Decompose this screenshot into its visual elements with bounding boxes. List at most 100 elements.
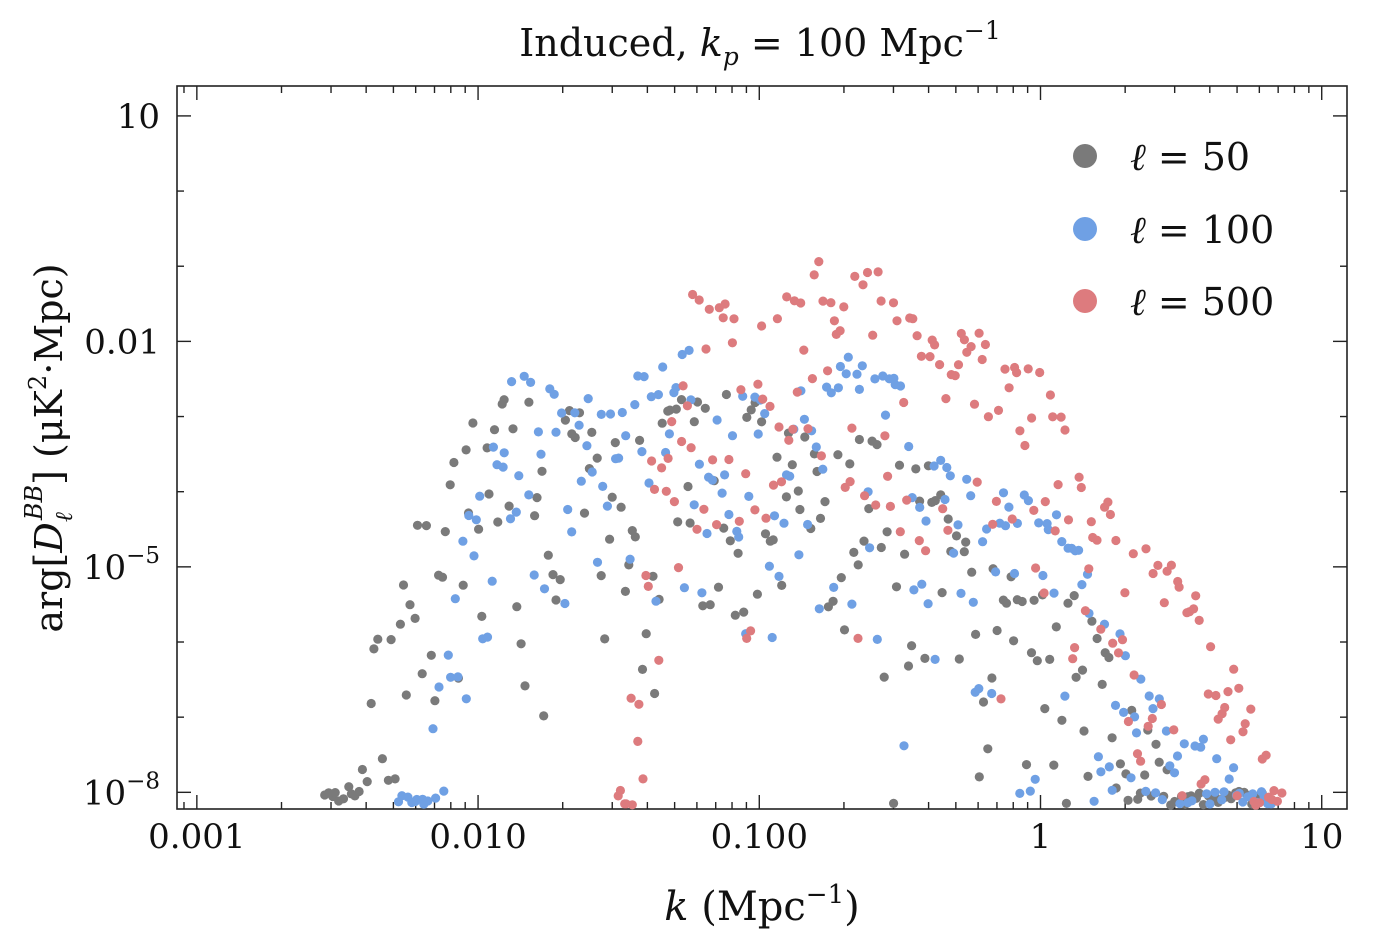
- data-point-series-2: [925, 352, 935, 362]
- data-point-series-0: [1063, 598, 1073, 608]
- data-point-series-0: [700, 403, 710, 413]
- data-point-series-2: [847, 423, 857, 433]
- data-point-series-0: [1009, 636, 1019, 646]
- data-point-series-2: [807, 374, 818, 384]
- data-point-series-0: [1140, 770, 1150, 780]
- data-point-series-2: [669, 497, 680, 507]
- data-point-series-2: [980, 339, 991, 350]
- data-point-series-2: [1060, 425, 1070, 435]
- data-point-series-1: [563, 504, 573, 515]
- data-point-series-1: [570, 408, 580, 418]
- data-point-series-2: [1000, 364, 1010, 374]
- data-point-series-0: [1021, 760, 1032, 770]
- data-point-series-1: [1172, 751, 1183, 761]
- data-point-series-1: [653, 390, 664, 400]
- data-point-series-0: [1104, 652, 1114, 663]
- data-point-series-0: [1123, 795, 1133, 805]
- y-tick-label: 10: [117, 97, 160, 137]
- data-point-series-2: [757, 321, 767, 331]
- data-point-series-2: [1177, 791, 1187, 801]
- y-axis-label-sub: ℓ: [50, 512, 78, 522]
- data-point-series-2: [885, 501, 896, 511]
- data-point-series-0: [516, 639, 526, 649]
- data-point-series-2: [1074, 472, 1084, 482]
- data-point-series-2: [1136, 756, 1146, 766]
- data-point-series-2: [966, 342, 976, 352]
- data-point-series-0: [430, 696, 440, 706]
- data-point-series-0: [1051, 622, 1061, 632]
- data-point-series-0: [793, 486, 803, 496]
- data-point-series-0: [713, 582, 724, 592]
- data-point-series-0: [596, 571, 606, 581]
- data-point-series-2: [761, 513, 771, 523]
- data-point-series-0: [900, 549, 910, 559]
- data-point-series-0: [876, 542, 886, 553]
- data-point-series-1: [1015, 788, 1025, 799]
- data-point-series-2: [1229, 664, 1239, 674]
- data-point-series-0: [620, 586, 631, 597]
- data-point-series-1: [499, 448, 509, 458]
- data-point-series-1: [1120, 651, 1130, 661]
- data-point-series-1: [592, 557, 603, 567]
- x-tick-label: 0.001: [148, 817, 245, 857]
- data-point-series-0: [815, 513, 826, 524]
- data-point-series-1: [1043, 525, 1053, 535]
- data-point-series-2: [649, 484, 660, 494]
- data-point-series-2: [943, 525, 953, 535]
- data-point-series-2: [686, 443, 696, 453]
- data-point-series-2: [724, 454, 734, 465]
- data-point-series-0: [579, 508, 590, 518]
- data-point-series-2: [1063, 515, 1074, 525]
- data-point-series-1: [450, 594, 460, 604]
- data-point-series-1: [461, 694, 471, 704]
- data-point-series-1: [637, 447, 647, 457]
- data-point-series-1: [760, 409, 770, 419]
- data-point-series-1: [1107, 785, 1117, 795]
- y-tick-label: 0.01: [84, 322, 160, 362]
- data-point-series-2: [1031, 563, 1041, 573]
- data-point-series-0: [911, 464, 921, 474]
- data-point-series-2: [661, 486, 671, 496]
- data-point-series-0: [833, 450, 843, 460]
- data-point-series-0: [610, 438, 620, 448]
- data-point-series-2: [873, 267, 883, 277]
- legend-label-l500: ℓ = 500: [1130, 280, 1274, 324]
- data-point-series-2: [883, 471, 893, 481]
- data-point-series-0: [746, 405, 756, 415]
- data-point-series-1: [1161, 726, 1171, 736]
- data-point-series-1: [717, 488, 727, 498]
- data-point-series-2: [1048, 412, 1058, 422]
- data-point-series-1: [1224, 774, 1234, 784]
- y-axis-label-unit-sup: 2: [24, 375, 52, 390]
- data-point-series-2: [1007, 514, 1017, 524]
- data-point-series-1: [1030, 774, 1040, 784]
- data-point-series-0: [369, 644, 379, 654]
- data-point-series-0: [1057, 715, 1067, 725]
- data-point-series-1: [639, 372, 649, 382]
- data-point-series-1: [764, 561, 775, 571]
- data-point-series-2: [627, 800, 637, 810]
- data-point-series-0: [560, 415, 571, 425]
- data-point-series-0: [499, 395, 509, 405]
- data-point-series-1: [753, 429, 763, 439]
- data-point-series-1: [511, 507, 521, 517]
- data-point-series-2: [1128, 549, 1138, 559]
- data-point-series-1: [482, 632, 493, 642]
- data-point-series-0: [1077, 665, 1088, 675]
- data-point-series-1: [936, 455, 946, 465]
- data-point-series-1: [596, 409, 606, 419]
- data-point-series-1: [587, 467, 597, 477]
- data-point-series-2: [1053, 480, 1063, 490]
- data-point-series-2: [1234, 683, 1244, 693]
- data-point-series-1: [779, 518, 789, 528]
- data-point-series-2: [1191, 591, 1201, 601]
- data-point-series-1: [1110, 700, 1121, 711]
- data-point-series-1: [671, 383, 681, 393]
- data-point-series-2: [712, 520, 722, 530]
- data-point-series-1: [942, 462, 952, 473]
- data-point-series-0: [458, 580, 468, 590]
- data-point-series-2: [647, 456, 657, 466]
- data-point-series-1: [574, 420, 584, 430]
- data-point-series-2: [1153, 560, 1163, 571]
- data-point-series-1: [835, 361, 846, 372]
